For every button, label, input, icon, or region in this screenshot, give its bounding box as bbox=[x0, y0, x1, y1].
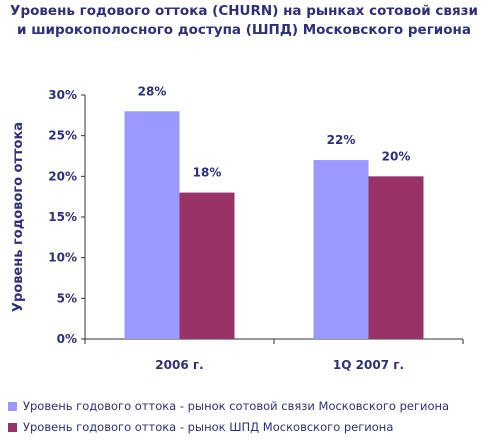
data-label: 28% bbox=[138, 84, 167, 98]
data-label: 20% bbox=[382, 149, 411, 163]
y-tick-label: 20% bbox=[48, 169, 77, 183]
bar-mobile bbox=[124, 111, 180, 340]
bar-chart: 0% 5% 10% 15% 20% 25% 30% 28% 18% 2006 г. 22% 20% 1… bbox=[11, 84, 464, 372]
y-tick-label: 30% bbox=[48, 88, 77, 102]
bar-mobile bbox=[313, 160, 369, 339]
legend-swatch-mobile bbox=[8, 402, 17, 411]
y-tick-label: 10% bbox=[48, 251, 77, 265]
legend-label-mobile: Уровень годового оттока - рынок сотовой … bbox=[23, 399, 450, 413]
data-label: 22% bbox=[327, 133, 356, 147]
bar-broadband bbox=[179, 192, 235, 339]
y-tick-label: 25% bbox=[48, 129, 77, 143]
chart-title-line-2: и широкополосного доступа (ШПД) Московск… bbox=[17, 22, 471, 38]
chart-legend: Уровень годового оттока - рынок сотовой … bbox=[8, 396, 449, 438]
x-category-label: 1Q 2007 г. bbox=[333, 358, 404, 372]
y-tick-label: 15% bbox=[48, 210, 77, 224]
chart-title-line-1: Уровень годового оттока (CHURN) на рынка… bbox=[10, 3, 478, 19]
legend-item-broadband: Уровень годового оттока - рынок ШПД Моск… bbox=[8, 417, 449, 438]
bar-broadband bbox=[368, 176, 424, 339]
chart-labels: 28% 18% 2006 г. 22% 20% 1Q 2007 г. bbox=[138, 84, 411, 372]
chart-bars bbox=[124, 111, 424, 340]
y-tick-label: 0% bbox=[57, 332, 77, 346]
data-label: 18% bbox=[193, 166, 222, 180]
y-axis-label: Уровень годового оттока bbox=[11, 122, 26, 312]
chart-title: Уровень годового оттока (CHURN) на рынка… bbox=[0, 2, 488, 40]
legend-label-broadband: Уровень годового оттока - рынок ШПД Моск… bbox=[23, 420, 394, 434]
legend-swatch-broadband bbox=[8, 423, 17, 432]
x-category-label: 2006 г. bbox=[155, 358, 203, 372]
legend-item-mobile: Уровень годового оттока - рынок сотовой … bbox=[8, 396, 449, 417]
y-tick-label: 5% bbox=[57, 291, 77, 305]
